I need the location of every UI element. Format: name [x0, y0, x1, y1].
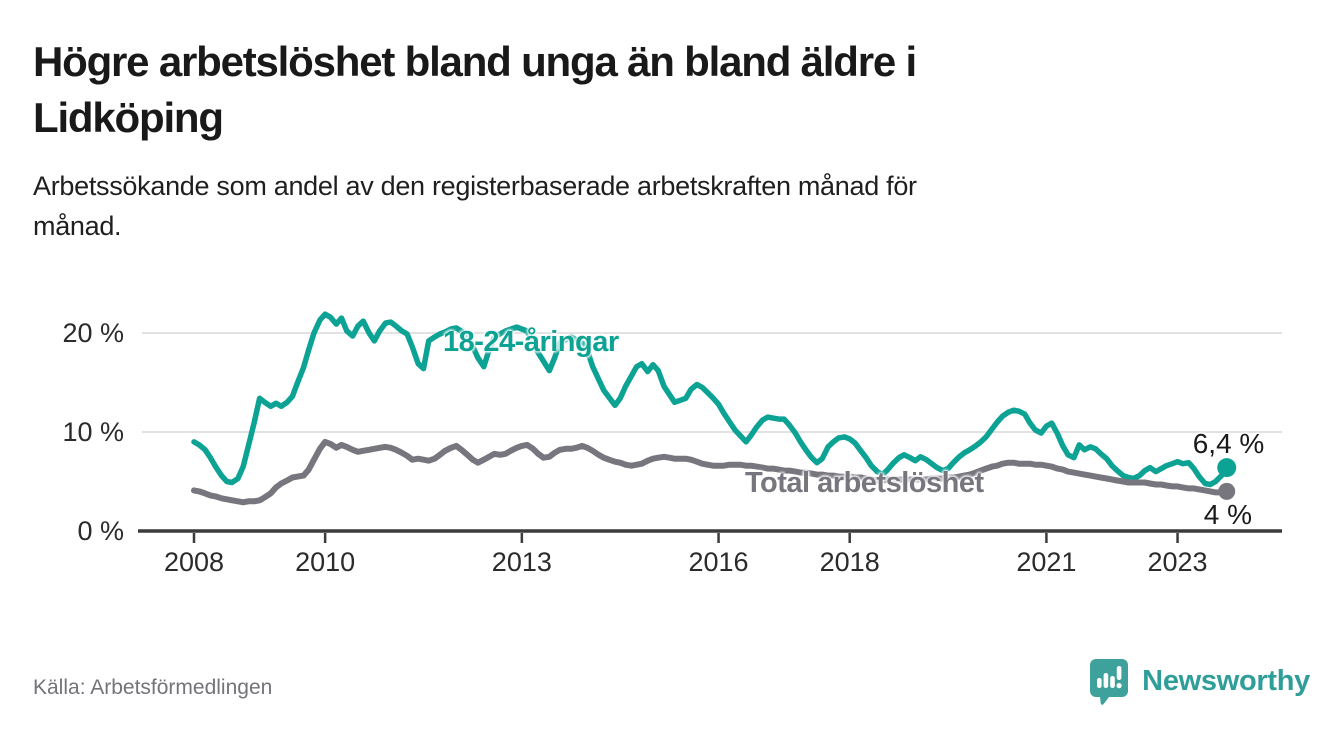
page-subtitle-line-1: Arbetssökande som andel av den registerb…: [33, 171, 917, 201]
chart-canvas: [138, 311, 1282, 543]
y-tick-label: 10 %: [62, 417, 124, 447]
x-tick-label: 2023: [1147, 547, 1208, 577]
page-subtitle-line-2: månad.: [33, 211, 122, 241]
y-tick-label: 20 %: [62, 318, 124, 348]
end-value-label-total: 4 %: [1203, 499, 1252, 531]
page-subtitle: Arbetssökande som andel av den registerb…: [33, 166, 1273, 246]
x-tick-label: 2010: [295, 547, 356, 577]
series-line-total: [191, 438, 1230, 506]
x-tick-label: 2018: [819, 547, 880, 577]
x-tick-label: 2008: [163, 547, 225, 577]
source-caption: Källa: Arbetsförmedlingen: [33, 676, 273, 699]
series-label-young: 18-24-åringar: [443, 326, 619, 358]
x-tick-label: 2013: [491, 547, 552, 577]
series-line-young: [191, 311, 1230, 488]
y-tick-label: 0 %: [77, 516, 124, 546]
series-label-total: Total arbetslöshet: [745, 467, 984, 499]
newsworthy-logo-text: Newsworthy: [1142, 665, 1310, 697]
series-endpoint-dot-young: [1217, 458, 1237, 478]
page-title-line-1: Högre arbetslöshet bland unga än bland ä…: [33, 38, 917, 85]
x-tick-label: 2016: [688, 547, 749, 577]
newsworthy-logo: Newsworthy: [1089, 658, 1310, 705]
page-title: Högre arbetslöshet bland unga än bland ä…: [33, 34, 1273, 146]
series-endpoint-dot-total: [1218, 482, 1236, 500]
line-chart: 0 % 10 % 20 % 2008 2010 2013 2016 2018 2021 2023 1…: [62, 311, 1282, 577]
x-tick-label: 2021: [1016, 547, 1077, 577]
end-value-label-young: 6,4 %: [1192, 427, 1265, 459]
page-title-line-2: Lidköping: [33, 94, 224, 141]
newsworthy-logo-icon: [1090, 659, 1129, 705]
